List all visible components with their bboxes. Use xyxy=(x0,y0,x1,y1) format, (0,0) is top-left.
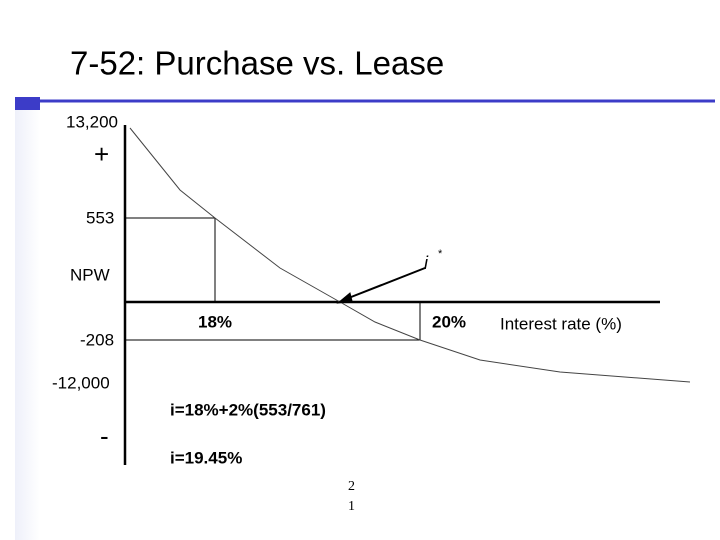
y-label: + xyxy=(94,139,109,169)
note: i=19.45% xyxy=(170,448,242,467)
y-label: -12,000 xyxy=(52,373,110,392)
y-label: 553 xyxy=(86,208,114,227)
arrow-head xyxy=(336,292,353,304)
arrow xyxy=(345,267,426,300)
npw-curve xyxy=(129,127,691,383)
x-label: 20% xyxy=(432,312,466,331)
x-label: 18% xyxy=(198,312,232,331)
irr-star: * xyxy=(438,248,443,260)
x-axis-title: Interest rate (%) xyxy=(500,314,622,333)
page-number: 1 xyxy=(348,499,355,514)
y-label: - xyxy=(100,421,109,451)
y-label: NPW xyxy=(70,265,110,284)
graph-lines xyxy=(123,125,691,465)
side-band xyxy=(15,110,40,540)
title: 7-52: Purchase vs. Lease xyxy=(70,45,444,82)
y-label: -208 xyxy=(80,330,114,349)
y-label: 13,200 xyxy=(66,112,118,131)
irr-symbol: i xyxy=(424,253,429,273)
note: i=18%+2%(553/761) xyxy=(170,400,326,419)
corner-block xyxy=(15,97,40,110)
page-number: 2 xyxy=(348,479,355,494)
